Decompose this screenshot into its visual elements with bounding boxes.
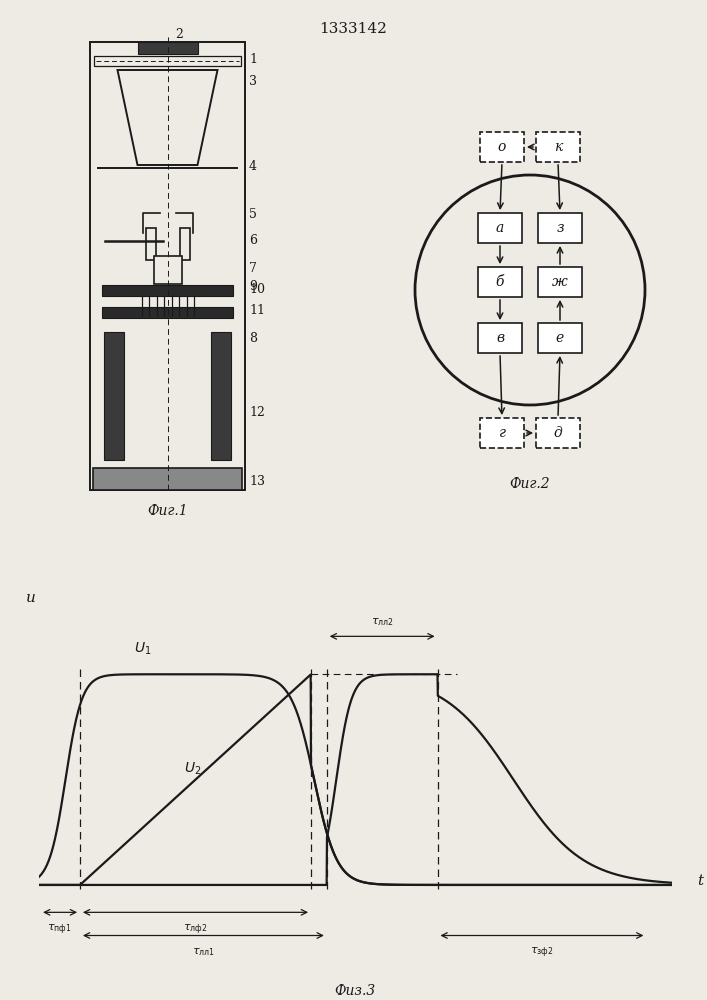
Text: 6: 6 [249, 234, 257, 247]
Text: 1: 1 [249, 53, 257, 66]
Bar [480, 132, 524, 162]
Text: а: а [496, 221, 504, 235]
Bar [538, 267, 582, 297]
Text: Фиг.2: Фиг.2 [510, 477, 550, 491]
Bar [102, 285, 233, 296]
Text: к: к [554, 140, 562, 154]
Text: 5: 5 [249, 208, 257, 221]
Text: 8: 8 [249, 332, 257, 345]
Text: 12: 12 [249, 406, 265, 419]
Bar [536, 418, 580, 448]
Text: 4: 4 [249, 160, 257, 173]
Text: 10: 10 [249, 283, 265, 296]
Text: Физ.3: Физ.3 [334, 984, 376, 998]
Text: 1333142: 1333142 [319, 22, 387, 36]
Bar [536, 132, 580, 162]
Bar [480, 418, 524, 448]
Bar [478, 267, 522, 297]
Text: б: б [496, 275, 504, 289]
Text: 3: 3 [249, 75, 257, 88]
Text: $\tau_{\mathsf{пф1}}$: $\tau_{\mathsf{пф1}}$ [47, 923, 72, 937]
Text: г: г [498, 426, 506, 440]
Text: д: д [554, 426, 562, 440]
Text: $U_2$: $U_2$ [185, 761, 201, 777]
Bar [538, 323, 582, 353]
Text: $U_1$: $U_1$ [134, 641, 151, 657]
Text: о: о [498, 140, 506, 154]
Bar [104, 332, 124, 460]
Bar [94, 56, 241, 66]
Bar [211, 332, 231, 460]
Bar [137, 42, 197, 54]
Text: t: t [697, 874, 703, 888]
Bar [102, 307, 233, 318]
Bar [90, 42, 245, 490]
Text: $\tau_{\mathsf{лф2}}$: $\tau_{\mathsf{лф2}}$ [183, 923, 208, 937]
Text: ж: ж [552, 275, 568, 289]
Text: 9: 9 [249, 280, 257, 293]
Text: u: u [26, 591, 36, 605]
Text: $\tau_{\mathsf{лл1}}$: $\tau_{\mathsf{лл1}}$ [192, 946, 215, 958]
Text: 7: 7 [249, 262, 257, 275]
Text: 13: 13 [249, 475, 265, 488]
Text: в: в [496, 331, 504, 345]
Text: 11: 11 [249, 304, 265, 317]
Text: е: е [556, 331, 564, 345]
Bar [478, 323, 522, 353]
Bar [180, 228, 189, 260]
Text: 2: 2 [175, 28, 183, 41]
Bar [93, 468, 242, 490]
Text: $\tau_{\mathsf{лл2}}$: $\tau_{\mathsf{лл2}}$ [370, 616, 394, 628]
Text: $\tau_{\mathsf{зф2}}$: $\tau_{\mathsf{зф2}}$ [530, 946, 554, 960]
Text: з: з [556, 221, 563, 235]
Bar [538, 213, 582, 243]
Bar [146, 228, 156, 260]
Text: Фиг.1: Фиг.1 [147, 504, 188, 518]
Bar [478, 213, 522, 243]
Bar [153, 256, 182, 284]
